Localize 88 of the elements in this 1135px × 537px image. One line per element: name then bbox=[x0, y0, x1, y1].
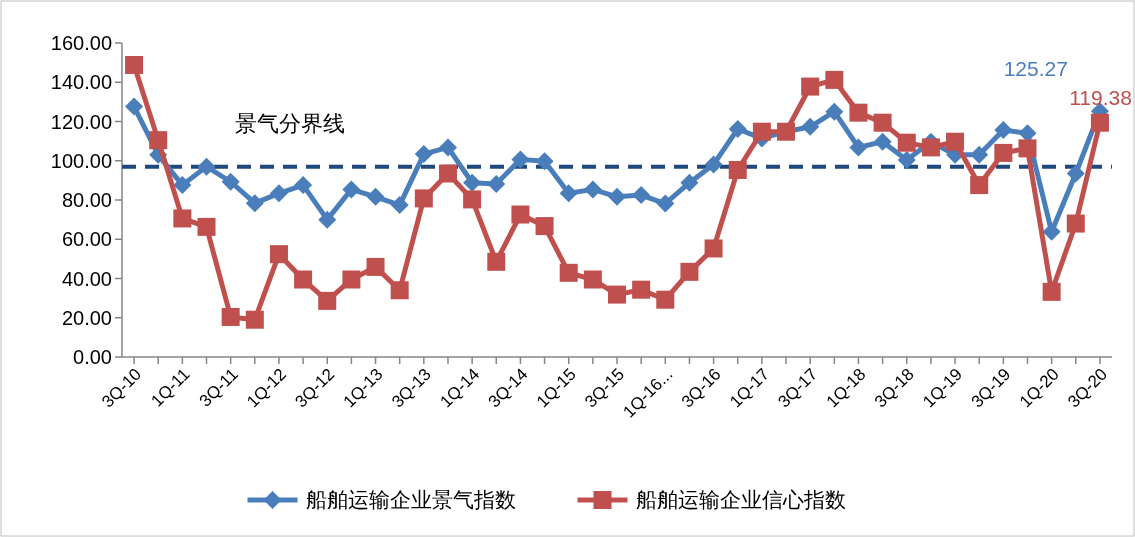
point bbox=[173, 176, 192, 195]
point bbox=[1090, 113, 1109, 132]
point bbox=[487, 175, 506, 194]
point bbox=[366, 257, 385, 276]
point bbox=[318, 210, 337, 229]
y-tick-label: 120.00 bbox=[50, 110, 112, 133]
point bbox=[656, 290, 675, 309]
point bbox=[559, 263, 578, 282]
point bbox=[245, 194, 264, 213]
point bbox=[994, 120, 1013, 139]
point bbox=[970, 145, 989, 164]
ref-line-label: 景气分界线 bbox=[235, 110, 345, 136]
point bbox=[197, 157, 216, 176]
y-tick-label: 40.00 bbox=[61, 267, 112, 290]
point bbox=[221, 307, 240, 326]
point bbox=[656, 194, 675, 213]
point bbox=[849, 138, 868, 157]
point bbox=[608, 187, 626, 206]
point bbox=[269, 245, 288, 264]
point bbox=[704, 155, 723, 174]
point bbox=[1066, 164, 1085, 183]
point bbox=[1066, 214, 1085, 233]
point bbox=[632, 186, 651, 205]
point bbox=[994, 143, 1013, 162]
point bbox=[125, 97, 144, 116]
point bbox=[294, 176, 313, 195]
point bbox=[342, 180, 361, 199]
point bbox=[873, 113, 892, 132]
point bbox=[632, 280, 651, 299]
y-tick-label: 160.00 bbox=[50, 32, 112, 54]
y-tick-label: 100.00 bbox=[50, 149, 112, 172]
data-label: 125.27 bbox=[1003, 57, 1068, 81]
point bbox=[511, 205, 530, 224]
point bbox=[1042, 222, 1061, 241]
point bbox=[801, 117, 820, 136]
y-tick-label: 60.00 bbox=[61, 228, 112, 251]
point bbox=[921, 138, 940, 157]
point bbox=[414, 145, 433, 164]
point bbox=[559, 184, 578, 203]
point bbox=[390, 281, 409, 300]
point bbox=[946, 132, 965, 151]
point bbox=[535, 152, 554, 171]
point bbox=[149, 131, 168, 150]
point bbox=[125, 55, 144, 74]
point bbox=[1042, 282, 1061, 301]
point bbox=[680, 173, 699, 192]
point bbox=[704, 239, 723, 258]
point bbox=[511, 150, 530, 169]
point bbox=[318, 291, 337, 310]
point bbox=[680, 262, 699, 281]
point bbox=[438, 164, 457, 183]
point bbox=[728, 160, 747, 179]
point bbox=[583, 270, 602, 289]
point bbox=[608, 285, 626, 304]
data-label: 119.38 bbox=[1069, 85, 1132, 109]
y-tick-label: 140.00 bbox=[50, 71, 112, 94]
point bbox=[583, 180, 602, 199]
point bbox=[438, 138, 457, 157]
y-tick-label: 0.00 bbox=[73, 346, 112, 368]
point bbox=[535, 217, 554, 236]
point bbox=[728, 119, 747, 138]
point bbox=[221, 172, 240, 191]
point bbox=[801, 77, 820, 96]
point bbox=[173, 209, 192, 228]
point bbox=[1018, 139, 1037, 158]
point bbox=[269, 184, 288, 203]
legend-label: 船舶运输企业信心指数 bbox=[635, 488, 846, 512]
point bbox=[825, 102, 844, 121]
point bbox=[390, 196, 409, 215]
point bbox=[825, 70, 844, 89]
point bbox=[897, 133, 916, 152]
point bbox=[463, 190, 482, 209]
point bbox=[897, 150, 916, 169]
point bbox=[197, 217, 216, 236]
y-tick-label: 80.00 bbox=[61, 189, 112, 211]
point bbox=[752, 122, 771, 141]
point bbox=[487, 252, 506, 271]
point bbox=[294, 270, 313, 289]
point bbox=[366, 187, 385, 206]
point bbox=[873, 132, 892, 151]
point bbox=[463, 173, 482, 192]
point bbox=[414, 189, 433, 208]
legend-label: 船舶运输企业景气指数 bbox=[305, 488, 516, 512]
point bbox=[245, 310, 264, 329]
point bbox=[970, 176, 989, 195]
point bbox=[849, 103, 868, 122]
point bbox=[342, 270, 361, 289]
y-tick-label: 20.00 bbox=[61, 306, 112, 329]
